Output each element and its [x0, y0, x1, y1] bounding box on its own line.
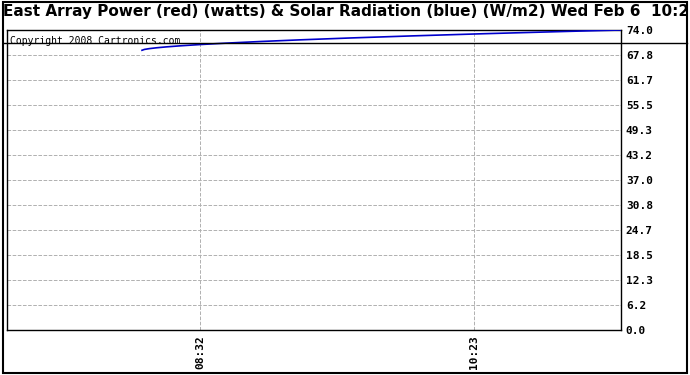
Text: East Array Power (red) (watts) & Solar Radiation (blue) (W/m2) Wed Feb 6  10:23: East Array Power (red) (watts) & Solar R… [3, 4, 690, 19]
Text: Copyright 2008 Cartronics.com: Copyright 2008 Cartronics.com [10, 36, 180, 46]
